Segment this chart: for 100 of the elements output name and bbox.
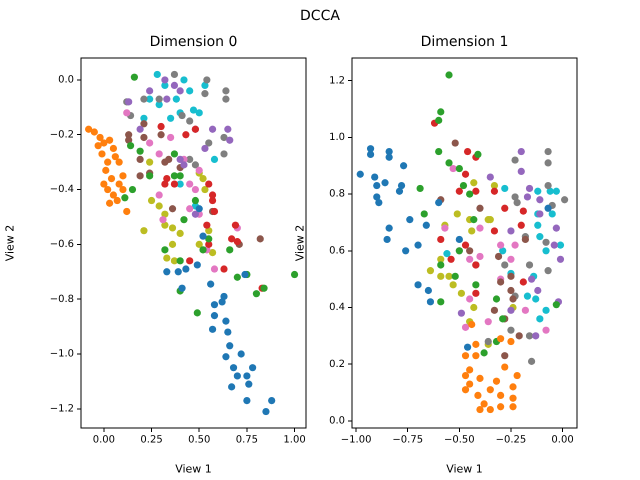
point — [472, 340, 480, 348]
point — [121, 194, 128, 202]
point — [201, 186, 209, 194]
point — [178, 284, 186, 292]
point — [176, 87, 184, 94]
x-tick-label: 1.00 — [283, 434, 306, 446]
point — [174, 268, 182, 276]
point — [220, 134, 228, 142]
x-tick-label: 0.00 — [92, 434, 116, 446]
chart-title: Dimension 1 — [420, 34, 510, 50]
point — [520, 208, 527, 215]
point — [526, 332, 534, 340]
point — [146, 139, 154, 147]
point — [534, 188, 542, 195]
x-tick-label: 0.25 — [140, 434, 163, 446]
point — [501, 261, 508, 269]
point — [186, 87, 194, 94]
point — [542, 306, 550, 314]
point — [220, 265, 228, 273]
point — [497, 392, 504, 399]
point — [532, 332, 540, 340]
point — [85, 126, 92, 133]
point — [426, 298, 434, 306]
x-tick-label: 0.75 — [236, 434, 258, 446]
point — [507, 256, 515, 263]
point — [196, 240, 203, 248]
point — [468, 320, 476, 328]
point — [501, 184, 508, 192]
point — [222, 87, 230, 94]
point — [486, 386, 494, 394]
point — [486, 406, 494, 414]
x-tick-label: −0.50 — [444, 434, 475, 446]
point — [116, 180, 123, 188]
point — [516, 332, 523, 340]
y-axis-title: View 2 — [3, 224, 16, 262]
point — [528, 276, 536, 283]
y-tick-label: −0.8 — [50, 294, 74, 305]
point — [456, 164, 463, 172]
point — [532, 295, 540, 303]
point — [170, 70, 178, 78]
point — [466, 190, 474, 198]
point — [167, 114, 174, 122]
point — [163, 174, 170, 182]
point — [480, 400, 488, 408]
point — [526, 184, 534, 192]
point — [146, 158, 154, 166]
y-axis-title: View 2 — [293, 224, 306, 262]
point — [163, 96, 170, 103]
point — [116, 158, 123, 166]
point — [234, 274, 241, 281]
point — [550, 242, 558, 249]
point — [106, 136, 114, 144]
point — [243, 372, 250, 380]
point — [140, 96, 148, 103]
point — [544, 182, 552, 190]
point — [462, 324, 470, 331]
point — [414, 242, 422, 249]
point — [447, 256, 455, 263]
point — [476, 252, 484, 260]
point — [476, 374, 484, 382]
point — [509, 383, 517, 390]
x-tick-label: −0.75 — [392, 434, 424, 446]
point — [119, 172, 127, 180]
point — [161, 76, 168, 84]
point — [112, 153, 119, 160]
point — [156, 96, 163, 103]
point — [180, 161, 188, 168]
point — [490, 306, 498, 314]
point — [156, 202, 163, 210]
point — [441, 224, 448, 232]
point — [180, 76, 188, 84]
point — [210, 156, 218, 164]
point — [208, 326, 216, 333]
point — [100, 139, 108, 147]
point — [472, 281, 480, 288]
point — [556, 256, 564, 263]
y-tick-label: 1.2 — [329, 75, 345, 86]
point — [205, 139, 212, 147]
point — [443, 250, 451, 258]
point — [182, 265, 190, 273]
point — [396, 188, 404, 195]
point — [420, 210, 428, 218]
point — [494, 252, 502, 260]
point — [456, 188, 463, 195]
point — [170, 82, 178, 90]
point — [366, 145, 374, 152]
point — [163, 254, 170, 262]
point — [252, 290, 260, 298]
point — [224, 126, 232, 133]
point — [104, 186, 112, 194]
point — [507, 286, 515, 294]
point — [470, 304, 478, 312]
point — [356, 170, 364, 178]
point — [524, 292, 532, 300]
point — [544, 159, 552, 167]
point — [249, 364, 256, 372]
point — [458, 290, 466, 297]
point — [499, 247, 506, 254]
point — [472, 290, 480, 297]
point — [201, 144, 209, 152]
